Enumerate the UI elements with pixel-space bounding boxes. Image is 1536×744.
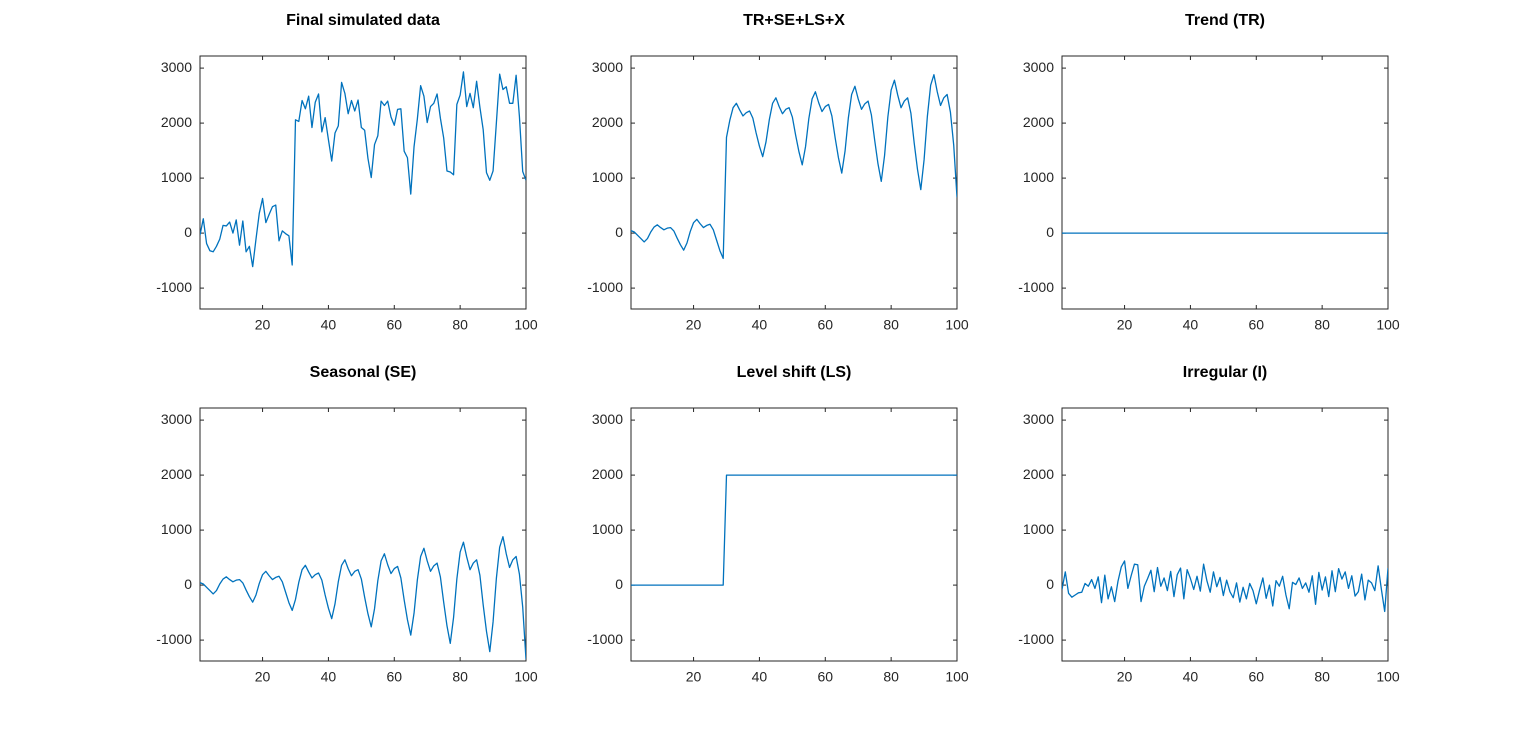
y-tick-label: -1000 <box>156 631 192 647</box>
y-tick-label: 2000 <box>592 466 623 482</box>
y-tick-label: 1000 <box>161 169 192 185</box>
y-tick-label: 1000 <box>592 521 623 537</box>
data-line <box>200 71 526 268</box>
x-tick-label: 60 <box>1248 317 1264 333</box>
x-tick-label: 60 <box>386 317 402 333</box>
subplot: TR+SE+LS+X -1000 0 1000 2000 3000 20 40 60 80 100 <box>587 12 969 332</box>
y-tick-label: 3000 <box>1023 59 1054 75</box>
series-group <box>200 536 526 660</box>
y-tick-label: 0 <box>1046 224 1054 240</box>
plot-area <box>1061 55 1389 310</box>
subplot: Final simulated data -1000 0 1000 2000 3000 20… <box>156 12 538 332</box>
y-tick-label: 3000 <box>161 59 192 75</box>
plot-area <box>630 55 958 310</box>
plot-area <box>199 407 527 662</box>
y-tick-label: 0 <box>615 224 623 240</box>
x-tick-label: 20 <box>255 317 271 333</box>
x-tick-label: 80 <box>1314 669 1330 685</box>
y-tick-label: -1000 <box>587 279 623 295</box>
x-tick-label: 20 <box>1117 669 1133 685</box>
y-tick-label: 1000 <box>1023 169 1054 185</box>
plot-area <box>1061 407 1389 662</box>
x-tick-label: 40 <box>752 669 768 685</box>
y-tick-label: 3000 <box>592 411 623 427</box>
x-tick-label: 40 <box>1183 317 1199 333</box>
x-tick-label: 80 <box>452 669 468 685</box>
y-tick-label: -1000 <box>1018 631 1054 647</box>
data-line <box>200 536 526 660</box>
y-tick-label: 3000 <box>592 59 623 75</box>
series-group <box>631 474 957 586</box>
y-tick-label: -1000 <box>587 631 623 647</box>
y-tick-label: 1000 <box>161 521 192 537</box>
x-tick-label: 60 <box>386 669 402 685</box>
series-group <box>631 74 957 260</box>
data-line <box>631 474 957 586</box>
y-tick-label: 3000 <box>161 411 192 427</box>
series-group <box>1062 560 1388 613</box>
x-tick-label: 100 <box>1376 669 1400 685</box>
x-tick-label: 100 <box>514 669 538 685</box>
series-group <box>200 71 526 268</box>
x-tick-label: 60 <box>1248 669 1264 685</box>
subplot-title: Level shift (LS) <box>737 364 852 381</box>
y-tick-label: 3000 <box>1023 411 1054 427</box>
x-tick-label: 100 <box>945 317 969 333</box>
y-tick-label: -1000 <box>1018 279 1054 295</box>
x-tick-label: 100 <box>945 669 969 685</box>
x-tick-label: 40 <box>752 317 768 333</box>
subplot-title: Irregular (I) <box>1183 364 1267 381</box>
plot-area <box>630 407 958 662</box>
y-tick-label: 2000 <box>161 114 192 130</box>
y-tick-label: 0 <box>184 576 192 592</box>
x-tick-label: 100 <box>514 317 538 333</box>
x-tick-label: 100 <box>1376 317 1400 333</box>
x-tick-label: 40 <box>321 317 337 333</box>
x-tick-label: 20 <box>1117 317 1133 333</box>
subplot: Irregular (I) -1000 0 1000 2000 3000 20 40 60 80 1… <box>1018 364 1400 684</box>
subplot: Trend (TR) -1000 0 1000 2000 3000 20 40 60 80 100 <box>1018 12 1400 332</box>
x-tick-label: 20 <box>255 669 271 685</box>
x-tick-label: 80 <box>1314 317 1330 333</box>
y-tick-label: 1000 <box>1023 521 1054 537</box>
x-tick-label: 40 <box>1183 669 1199 685</box>
subplot: Level shift (LS) -1000 0 1000 2000 3000 20 40 60… <box>587 364 969 684</box>
x-tick-label: 40 <box>321 669 337 685</box>
y-tick-label: 0 <box>184 224 192 240</box>
y-tick-label: 1000 <box>592 169 623 185</box>
y-tick-label: 2000 <box>1023 466 1054 482</box>
subplot-title: Trend (TR) <box>1185 12 1265 29</box>
plot-area <box>199 55 527 310</box>
x-tick-label: 80 <box>452 317 468 333</box>
x-tick-label: 20 <box>686 669 702 685</box>
data-line <box>1062 560 1388 613</box>
y-tick-label: -1000 <box>156 279 192 295</box>
y-tick-label: 0 <box>615 576 623 592</box>
subplot-title: TR+SE+LS+X <box>743 12 845 29</box>
y-tick-label: 2000 <box>1023 114 1054 130</box>
y-tick-label: 2000 <box>592 114 623 130</box>
x-tick-label: 60 <box>817 317 833 333</box>
x-tick-label: 80 <box>883 669 899 685</box>
x-tick-label: 20 <box>686 317 702 333</box>
x-tick-label: 80 <box>883 317 899 333</box>
x-tick-label: 60 <box>817 669 833 685</box>
subplot: Seasonal (SE) -1000 0 1000 2000 3000 20 40 60 80 1… <box>156 364 538 684</box>
y-tick-label: 2000 <box>161 466 192 482</box>
data-line <box>631 74 957 260</box>
y-tick-label: 0 <box>1046 576 1054 592</box>
subplot-title: Final simulated data <box>286 12 440 29</box>
subplot-title: Seasonal (SE) <box>310 364 417 381</box>
